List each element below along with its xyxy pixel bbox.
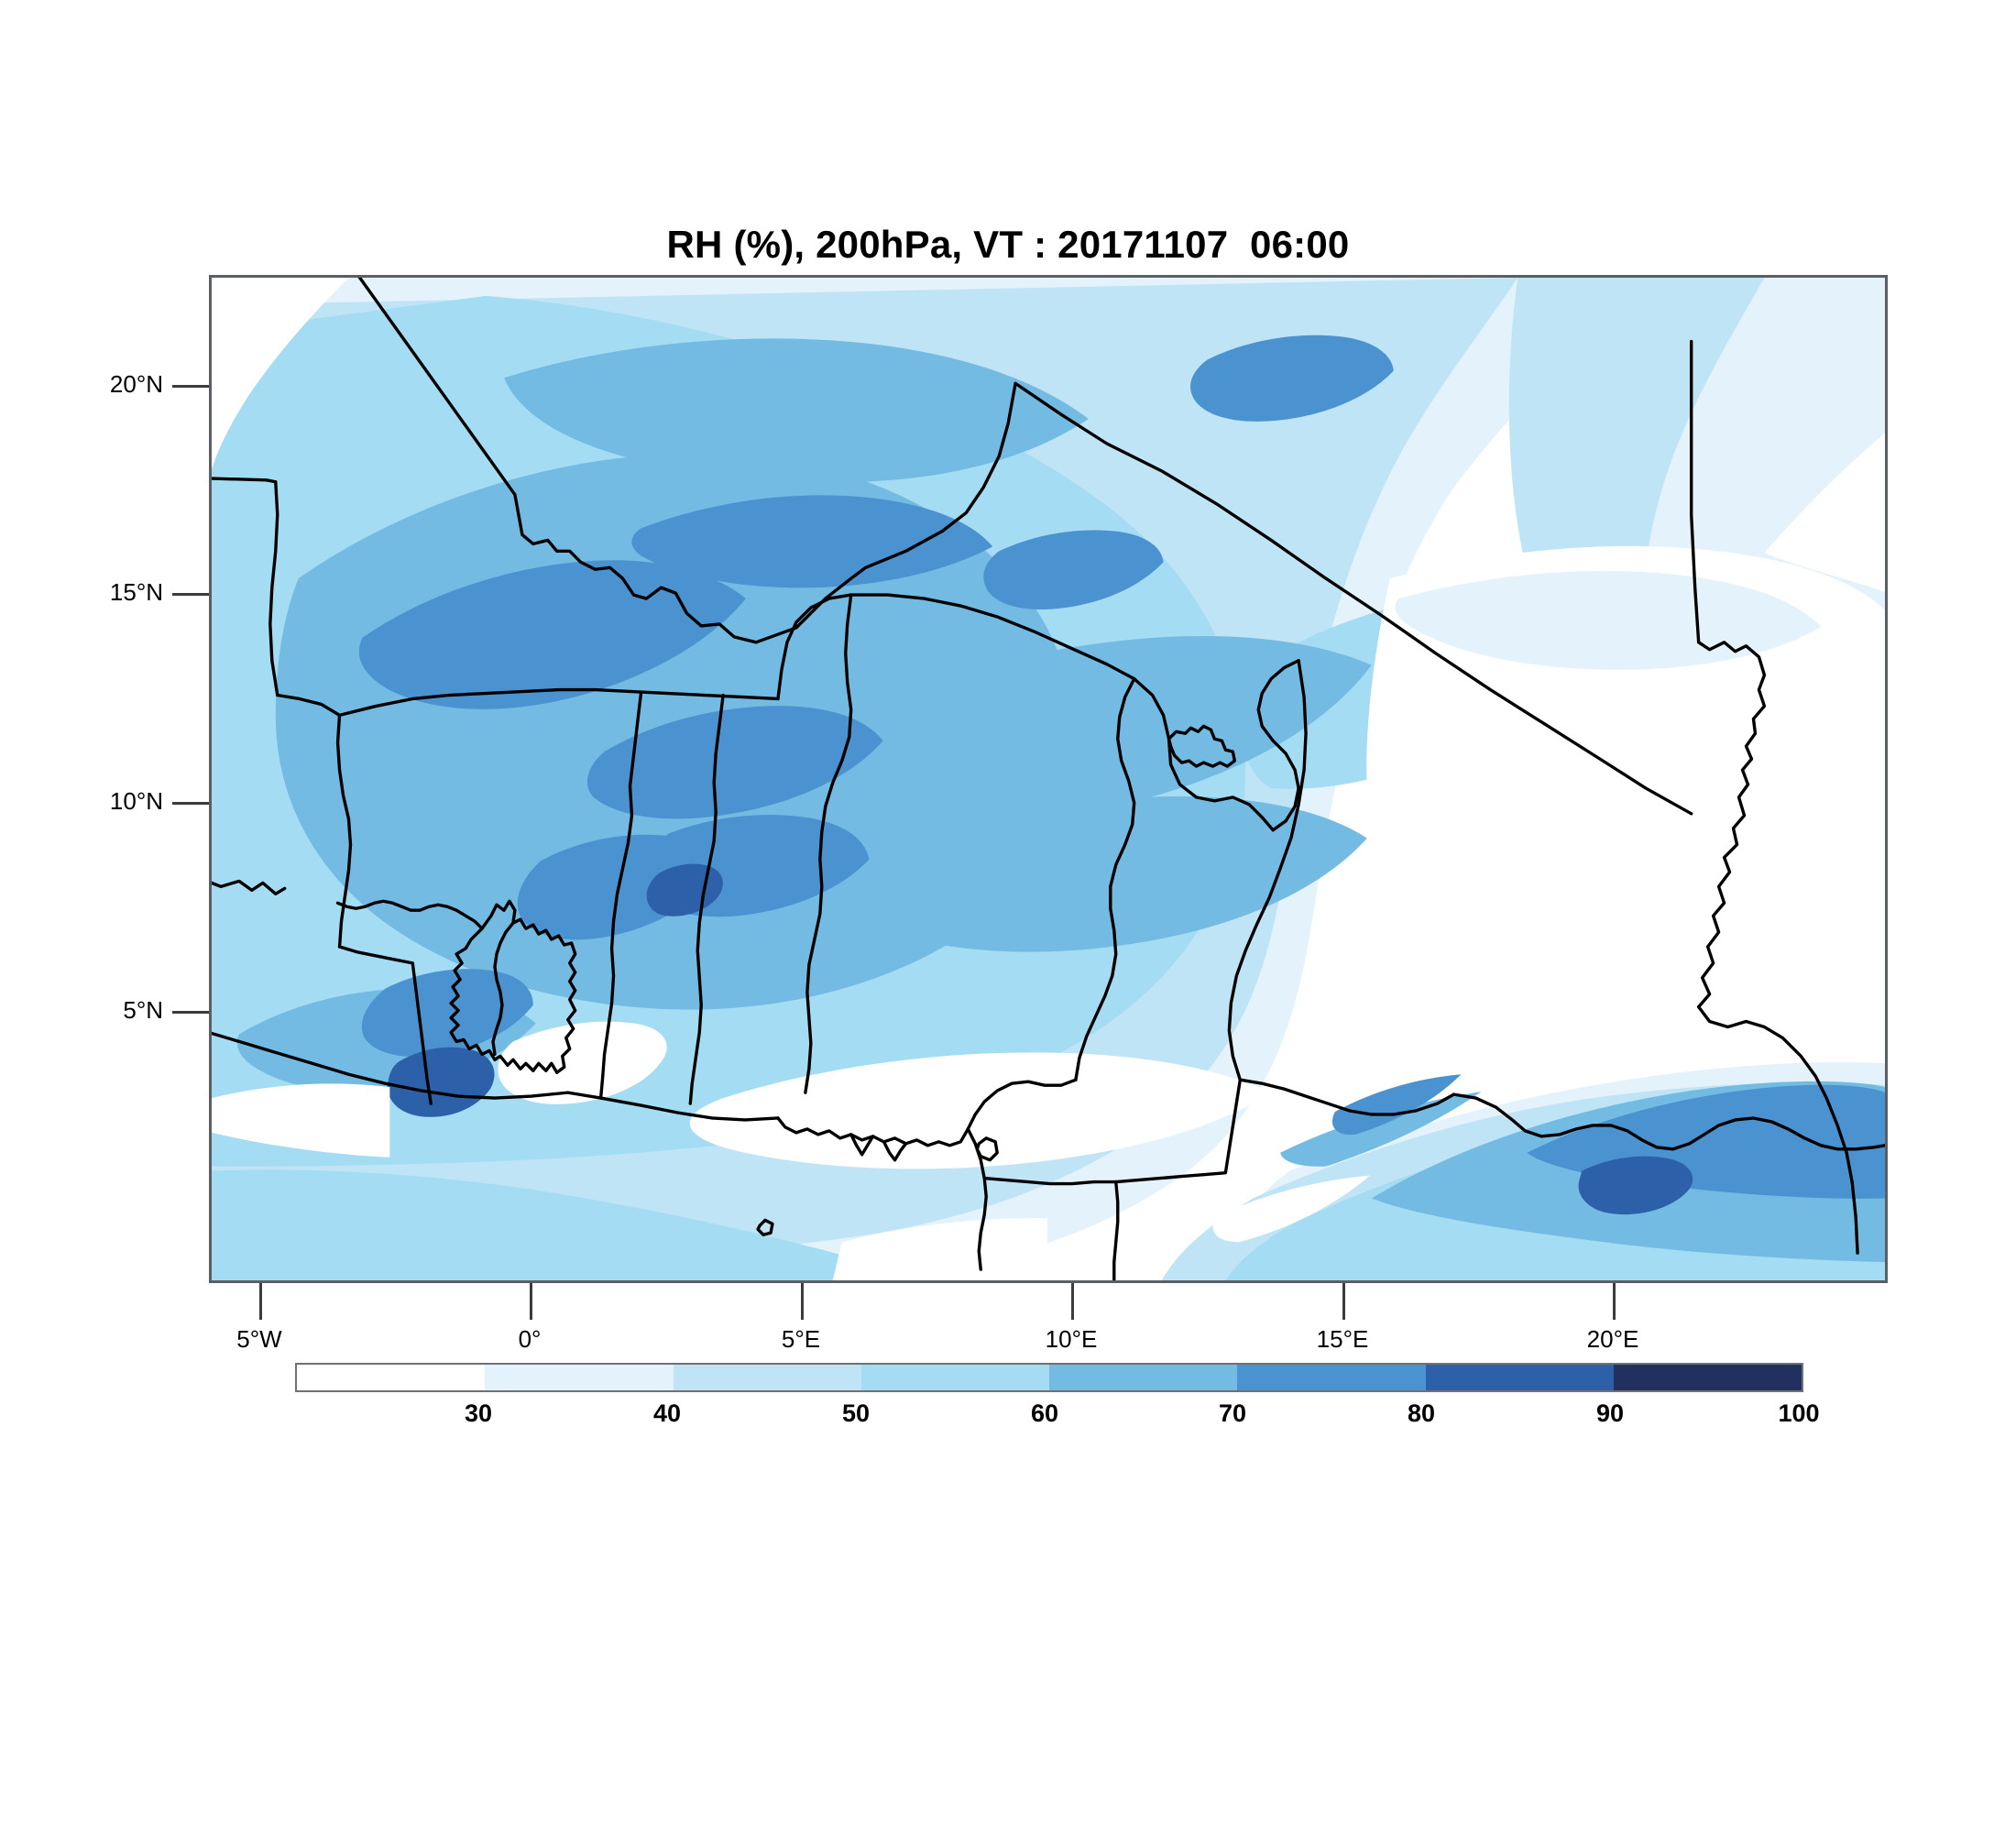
colorbar-tick-label-30: 30: [464, 1399, 493, 1427]
x-tick-label-5E: 5°E: [781, 1325, 821, 1353]
colorbar-segment-5: [1237, 1365, 1426, 1390]
colorbar-segment-3: [860, 1365, 1049, 1390]
colorbar-segment-4: [1049, 1365, 1238, 1390]
colorbar-segment-1: [485, 1365, 674, 1390]
colorbar-segment-2: [673, 1365, 861, 1390]
colorbar-tick-label-90: 90: [1595, 1399, 1625, 1427]
x-tick-label-5W: 5°W: [236, 1325, 282, 1353]
map-plot-area: [209, 275, 1888, 1283]
map-contour-field: [212, 278, 1885, 1280]
x-tick-15E: [1342, 1283, 1345, 1320]
colorbar-tick-label-40: 40: [652, 1399, 682, 1427]
y-tick-10N: [172, 802, 209, 805]
colorbar-tick-label-100: 100: [1778, 1399, 1820, 1427]
y-tick-label-15N: 15°N: [109, 578, 163, 606]
colorbar-segment-7: [1613, 1365, 1802, 1390]
y-tick-label-5N: 5°N: [123, 996, 163, 1024]
x-tick-5E: [801, 1283, 804, 1320]
y-tick-20N: [172, 385, 209, 388]
x-tick-label-20E: 20°E: [1586, 1325, 1639, 1353]
x-tick-5W: [259, 1283, 262, 1320]
x-tick-label-0: 0°: [518, 1325, 542, 1353]
colorbar-tick-label-60: 60: [1030, 1399, 1059, 1427]
colorbar-tick-label-50: 50: [841, 1399, 871, 1427]
y-tick-15N: [172, 593, 209, 596]
y-tick-label-20N: 20°N: [109, 370, 163, 398]
colorbar-segment-0: [297, 1365, 486, 1390]
y-tick-5N: [172, 1011, 209, 1014]
chart-title: RH (%), 200hPa, VT : 20171107 06:00: [666, 223, 1350, 266]
colorbar-tick-label-80: 80: [1407, 1399, 1436, 1427]
x-tick-label-15E: 15°E: [1316, 1325, 1369, 1353]
y-tick-label-10N: 10°N: [109, 787, 163, 815]
x-tick-10E: [1071, 1283, 1074, 1320]
colorbar-tick-label-70: 70: [1218, 1399, 1247, 1427]
colorbar: [295, 1363, 1803, 1392]
x-tick-0: [530, 1283, 532, 1320]
x-tick-20E: [1613, 1283, 1616, 1320]
x-tick-label-10E: 10°E: [1045, 1325, 1098, 1353]
colorbar-segment-6: [1425, 1365, 1614, 1390]
